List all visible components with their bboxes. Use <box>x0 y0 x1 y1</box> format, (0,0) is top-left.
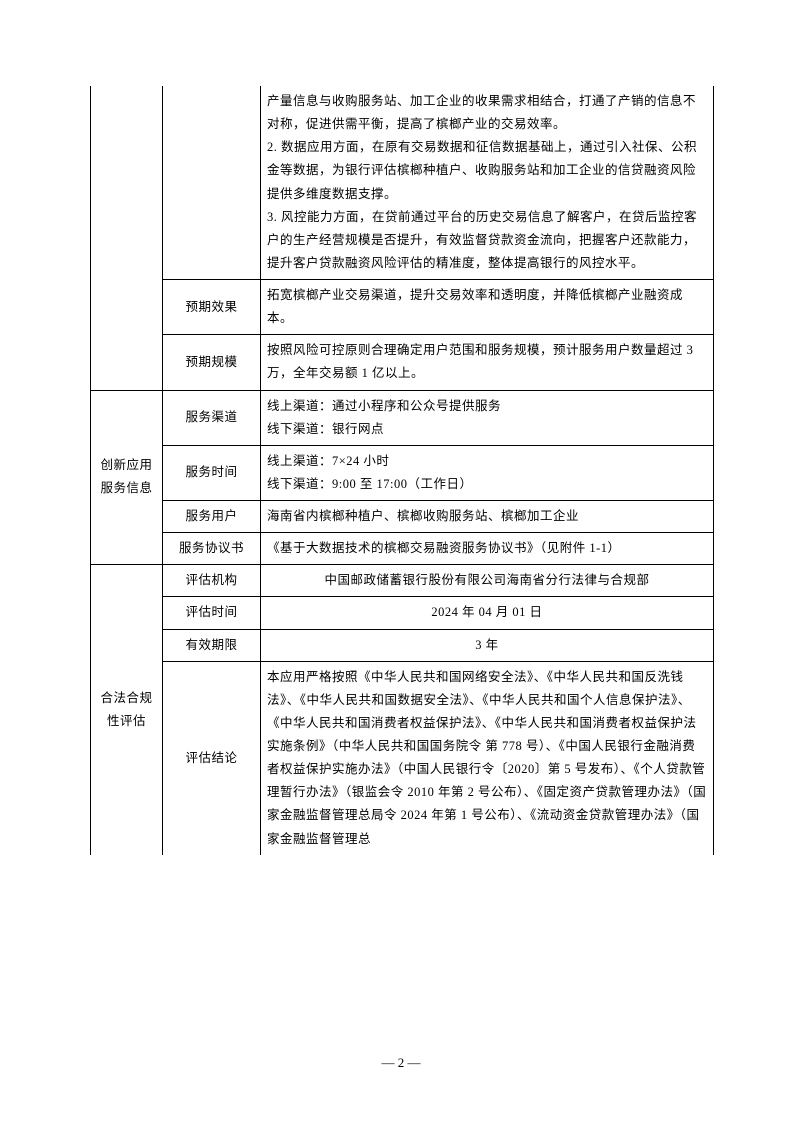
section2-row2-col2: 服务时间 <box>163 445 261 500</box>
section3-row3-col2: 有效期限 <box>163 629 261 661</box>
section2-row3-col3: 海南省内槟榔种植户、槟榔收购服务站、槟榔加工企业 <box>261 501 714 533</box>
section3-row1-col3: 中国邮政储蓄银行股份有限公司海南省分行法律与合规部 <box>261 565 714 597</box>
section2-col1: 创新应用服务信息 <box>91 390 163 565</box>
section1-row1-col2 <box>163 86 261 280</box>
section1-row3-col3: 按照风险可控原则合理确定用户范围和服务规模，预计服务用户数量超过 3 万，全年交… <box>261 335 714 390</box>
section3-col1: 合法合规性评估 <box>91 565 163 855</box>
document-page: 产量信息与收购服务站、加工企业的收果需求相结合，打通了产销的信息不对称，促进供需… <box>0 0 802 915</box>
page-number: — 2 — <box>0 1055 802 1071</box>
section1-row3-col2: 预期规模 <box>163 335 261 390</box>
section3-row2-col3: 2024 年 04 月 01 日 <box>261 597 714 629</box>
section1-col1 <box>91 86 163 390</box>
section2-row4-col2: 服务协议书 <box>163 533 261 565</box>
section1-row2-col2: 预期效果 <box>163 280 261 335</box>
section3-row1-col2: 评估机构 <box>163 565 261 597</box>
section3-row2-col2: 评估时间 <box>163 597 261 629</box>
section1-row1-col3: 产量信息与收购服务站、加工企业的收果需求相结合，打通了产销的信息不对称，促进供需… <box>261 86 714 280</box>
section2-row3-col2: 服务用户 <box>163 501 261 533</box>
section3-row3-col3: 3 年 <box>261 629 714 661</box>
section3-row4-col2: 评估结论 <box>163 661 261 855</box>
section2-row2-col3: 线上渠道：7×24 小时 线下渠道：9:00 至 17:00（工作日） <box>261 445 714 500</box>
section1-row2-col3: 拓宽槟榔产业交易渠道，提升交易效率和透明度，并降低槟榔产业融资成本。 <box>261 280 714 335</box>
section2-row4-col3: 《基于大数据技术的槟榔交易融资服务协议书》（见附件 1-1） <box>261 533 714 565</box>
section3-row4-col3: 本应用严格按照《中华人民共和国网络安全法》、《中华人民共和国反洗钱法》、《中华人… <box>261 661 714 855</box>
section2-row1-col3: 线上渠道：通过小程序和公众号提供服务 线下渠道：银行网点 <box>261 390 714 445</box>
main-table: 产量信息与收购服务站、加工企业的收果需求相结合，打通了产销的信息不对称，促进供需… <box>90 86 714 855</box>
section2-row1-col2: 服务渠道 <box>163 390 261 445</box>
